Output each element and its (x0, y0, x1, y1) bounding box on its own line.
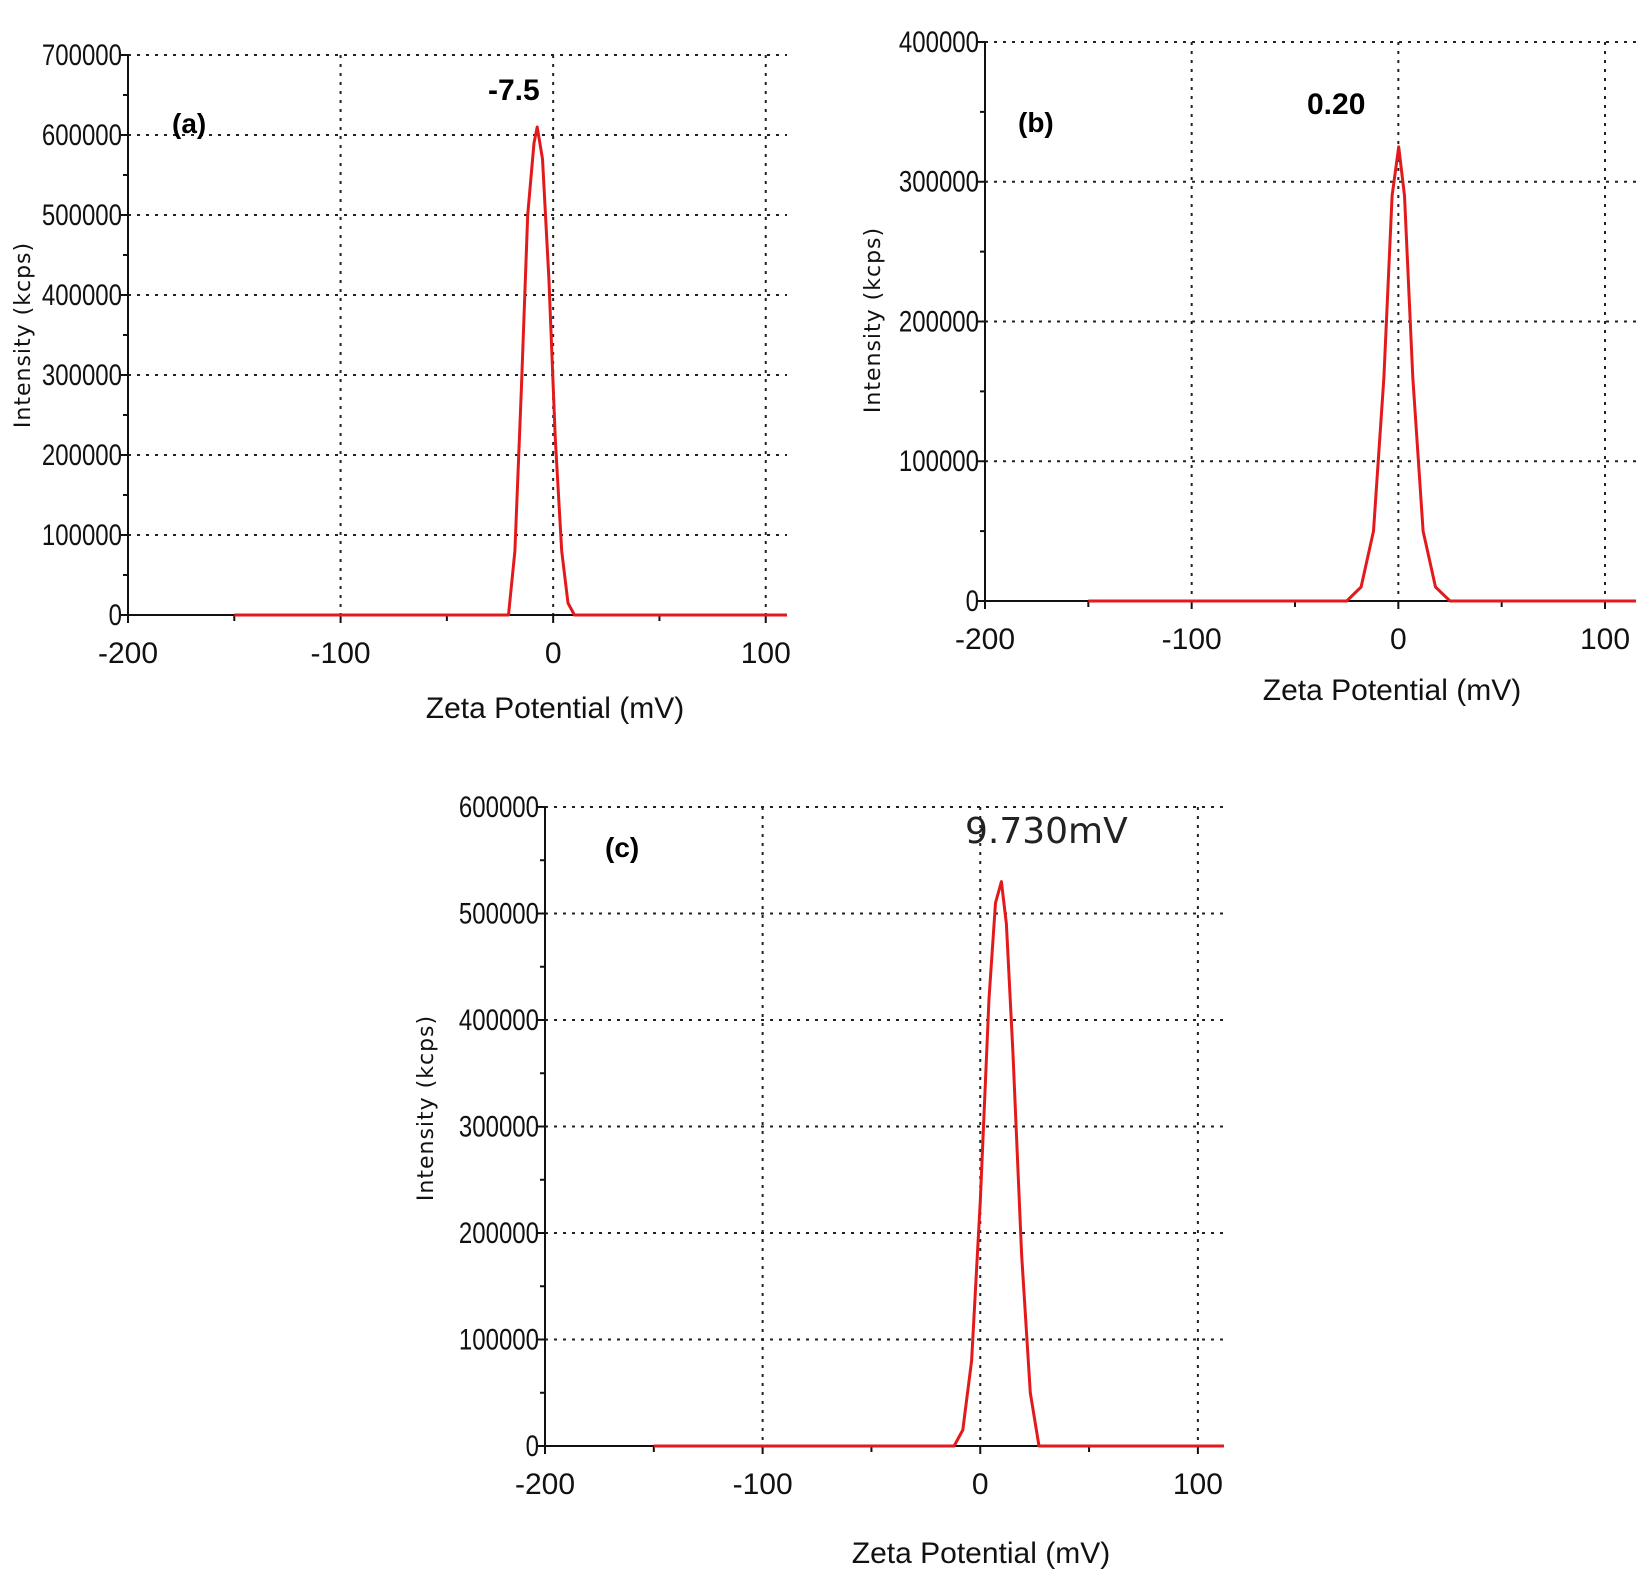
x-tick-label: 0 (1390, 623, 1407, 656)
chart-panel-1: 0 100000 200000 300000 400000 -200 -100 0 100 Zet… (861, 24, 1636, 707)
x-tick-label: 100 (1580, 623, 1630, 656)
x-tick-label: 0 (545, 637, 562, 670)
y-tick-label: 100000 (459, 1322, 539, 1356)
y-tick-label: 500000 (459, 896, 539, 930)
y-tick-label: 600000 (459, 789, 539, 823)
peak-annotation: -7.5 (488, 74, 540, 107)
y-tick-label: 500000 (42, 197, 122, 231)
y-axis-title: Intensity (kcps) (11, 242, 36, 428)
y-tick-label: 300000 (42, 357, 122, 391)
x-tick-label: 100 (1173, 1468, 1223, 1501)
x-tick-label: 100 (741, 637, 791, 670)
y-tick-label: 100000 (899, 444, 979, 478)
y-axis-title: Intensity (kcps) (414, 1015, 439, 1201)
x-tick-label: -100 (1162, 623, 1222, 656)
x-axis-title: Zeta Potential (mV) (852, 1537, 1110, 1570)
series-line (1088, 145, 1636, 603)
peak-annotation: 0.20 (1307, 88, 1365, 121)
x-axis-title: Zeta Potential (mV) (1263, 674, 1521, 707)
y-tick-label: 100000 (42, 517, 122, 551)
panel-label: (a) (172, 108, 206, 139)
x-tick-label: -200 (955, 623, 1015, 656)
y-tick-label: 400000 (42, 277, 122, 311)
y-tick-label: 200000 (899, 304, 979, 338)
y-tick-label: 0 (966, 583, 979, 617)
chart-panel-2: 0 100000 200000 300000 400000 500000 600000 -20… (414, 789, 1224, 1570)
y-tick-label: 300000 (459, 1109, 539, 1143)
panel-label: (b) (1018, 107, 1054, 138)
chart-panel-0: 0 100000 200000 300000 400000 500000 600000 700… (11, 37, 791, 725)
x-tick-label: -200 (515, 1468, 575, 1501)
y-tick-label: 400000 (899, 24, 979, 58)
series-line (653, 880, 1224, 1448)
x-tick-label: -200 (98, 637, 158, 670)
x-tick-label: -100 (733, 1468, 793, 1501)
x-axis-title: Zeta Potential (mV) (426, 692, 684, 725)
y-tick-label: 200000 (459, 1215, 539, 1249)
y-tick-label: 600000 (42, 117, 122, 151)
y-tick-label: 200000 (42, 437, 122, 471)
y-tick-label: 400000 (459, 1002, 539, 1036)
y-tick-label: 0 (526, 1428, 539, 1462)
x-tick-label: -100 (311, 637, 371, 670)
peak-annotation: 9.730mV (965, 811, 1128, 852)
y-tick-label: 0 (109, 597, 122, 631)
y-axis-title: Intensity (kcps) (861, 227, 886, 413)
series-line (234, 125, 787, 617)
y-tick-label: 300000 (899, 164, 979, 198)
y-tick-label: 700000 (42, 37, 122, 71)
panel-label: (c) (605, 832, 639, 863)
x-tick-label: 0 (972, 1468, 989, 1501)
